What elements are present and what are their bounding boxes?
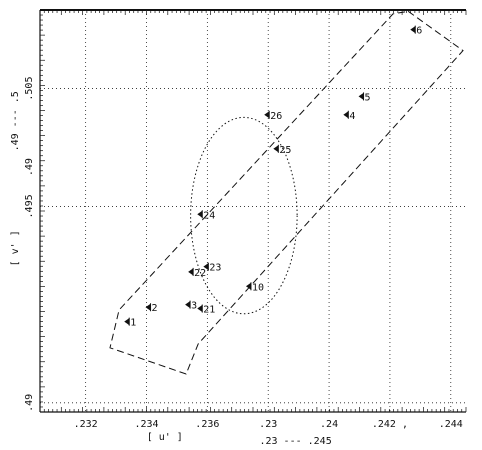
data-point-label: 22 — [194, 268, 206, 279]
y-axis-ticks: .49 .495 .505 .49 — [24, 77, 35, 412]
tolerance-ellipse — [190, 116, 298, 315]
data-point-marker — [145, 303, 151, 311]
data-point-label: 5 — [365, 92, 371, 103]
gridlines — [40, 10, 466, 412]
regions — [109, 10, 464, 375]
x-tick-label: .236 — [195, 419, 219, 430]
data-point-marker — [264, 111, 270, 119]
data-point-marker — [358, 92, 364, 100]
x-axis-title-variable: [ u' ] — [147, 432, 183, 443]
data-point-marker — [124, 318, 130, 326]
data-point-marker — [185, 301, 191, 309]
y-extra-label: .49 — [24, 158, 35, 176]
data-point-label: 26 — [270, 111, 282, 122]
data-point-label: 21 — [203, 305, 215, 316]
y-axis-title-range: .49 --- .5 — [10, 91, 21, 151]
data-point-marker — [410, 26, 416, 34]
data-point-label: 3 — [191, 301, 197, 312]
x-tick-label: .242 , — [372, 419, 408, 430]
axis-labels: [ v' ] .49 --- .5 [ u' ] .23 --- .245 — [10, 91, 332, 447]
x-tick-label: .234 — [134, 419, 158, 430]
data-point-marker — [203, 263, 209, 271]
data-point-label: 10 — [252, 282, 264, 293]
x-tick-label: .24 — [320, 419, 338, 430]
y-tick-label: .49 — [24, 394, 35, 412]
data-point-label: 2 — [152, 303, 158, 314]
data-point-label: 4 — [349, 111, 355, 122]
data-point-label: 1 — [130, 318, 136, 329]
data-point-marker — [343, 111, 349, 119]
data-point-marker — [245, 282, 251, 290]
data-point-marker — [273, 145, 279, 153]
tolerance-band — [109, 10, 464, 375]
y-tick-label: .505 — [24, 77, 35, 101]
data-point-label: 6 — [416, 26, 422, 37]
plot-frame — [39, 9, 467, 413]
y-tick-label: .495 — [24, 194, 35, 218]
y-axis-title-variable: [ v' ] — [10, 230, 21, 266]
x-tick-label: .244 — [439, 419, 463, 430]
x-axis-title-range: .23 --- .245 — [259, 436, 331, 447]
x-tick-label: .232 — [74, 419, 98, 430]
data-point-label: 24 — [203, 210, 215, 221]
data-point-label: 23 — [209, 263, 221, 274]
data-point-marker — [197, 305, 203, 313]
x-tick-label: .23 — [259, 419, 277, 430]
data-point-marker — [197, 210, 203, 218]
x-axis-ticks: .232 .234 .236 .23 .24 .242 , .244 — [74, 419, 463, 430]
data-point-label: 25 — [279, 145, 291, 156]
data-point-marker — [188, 268, 194, 276]
